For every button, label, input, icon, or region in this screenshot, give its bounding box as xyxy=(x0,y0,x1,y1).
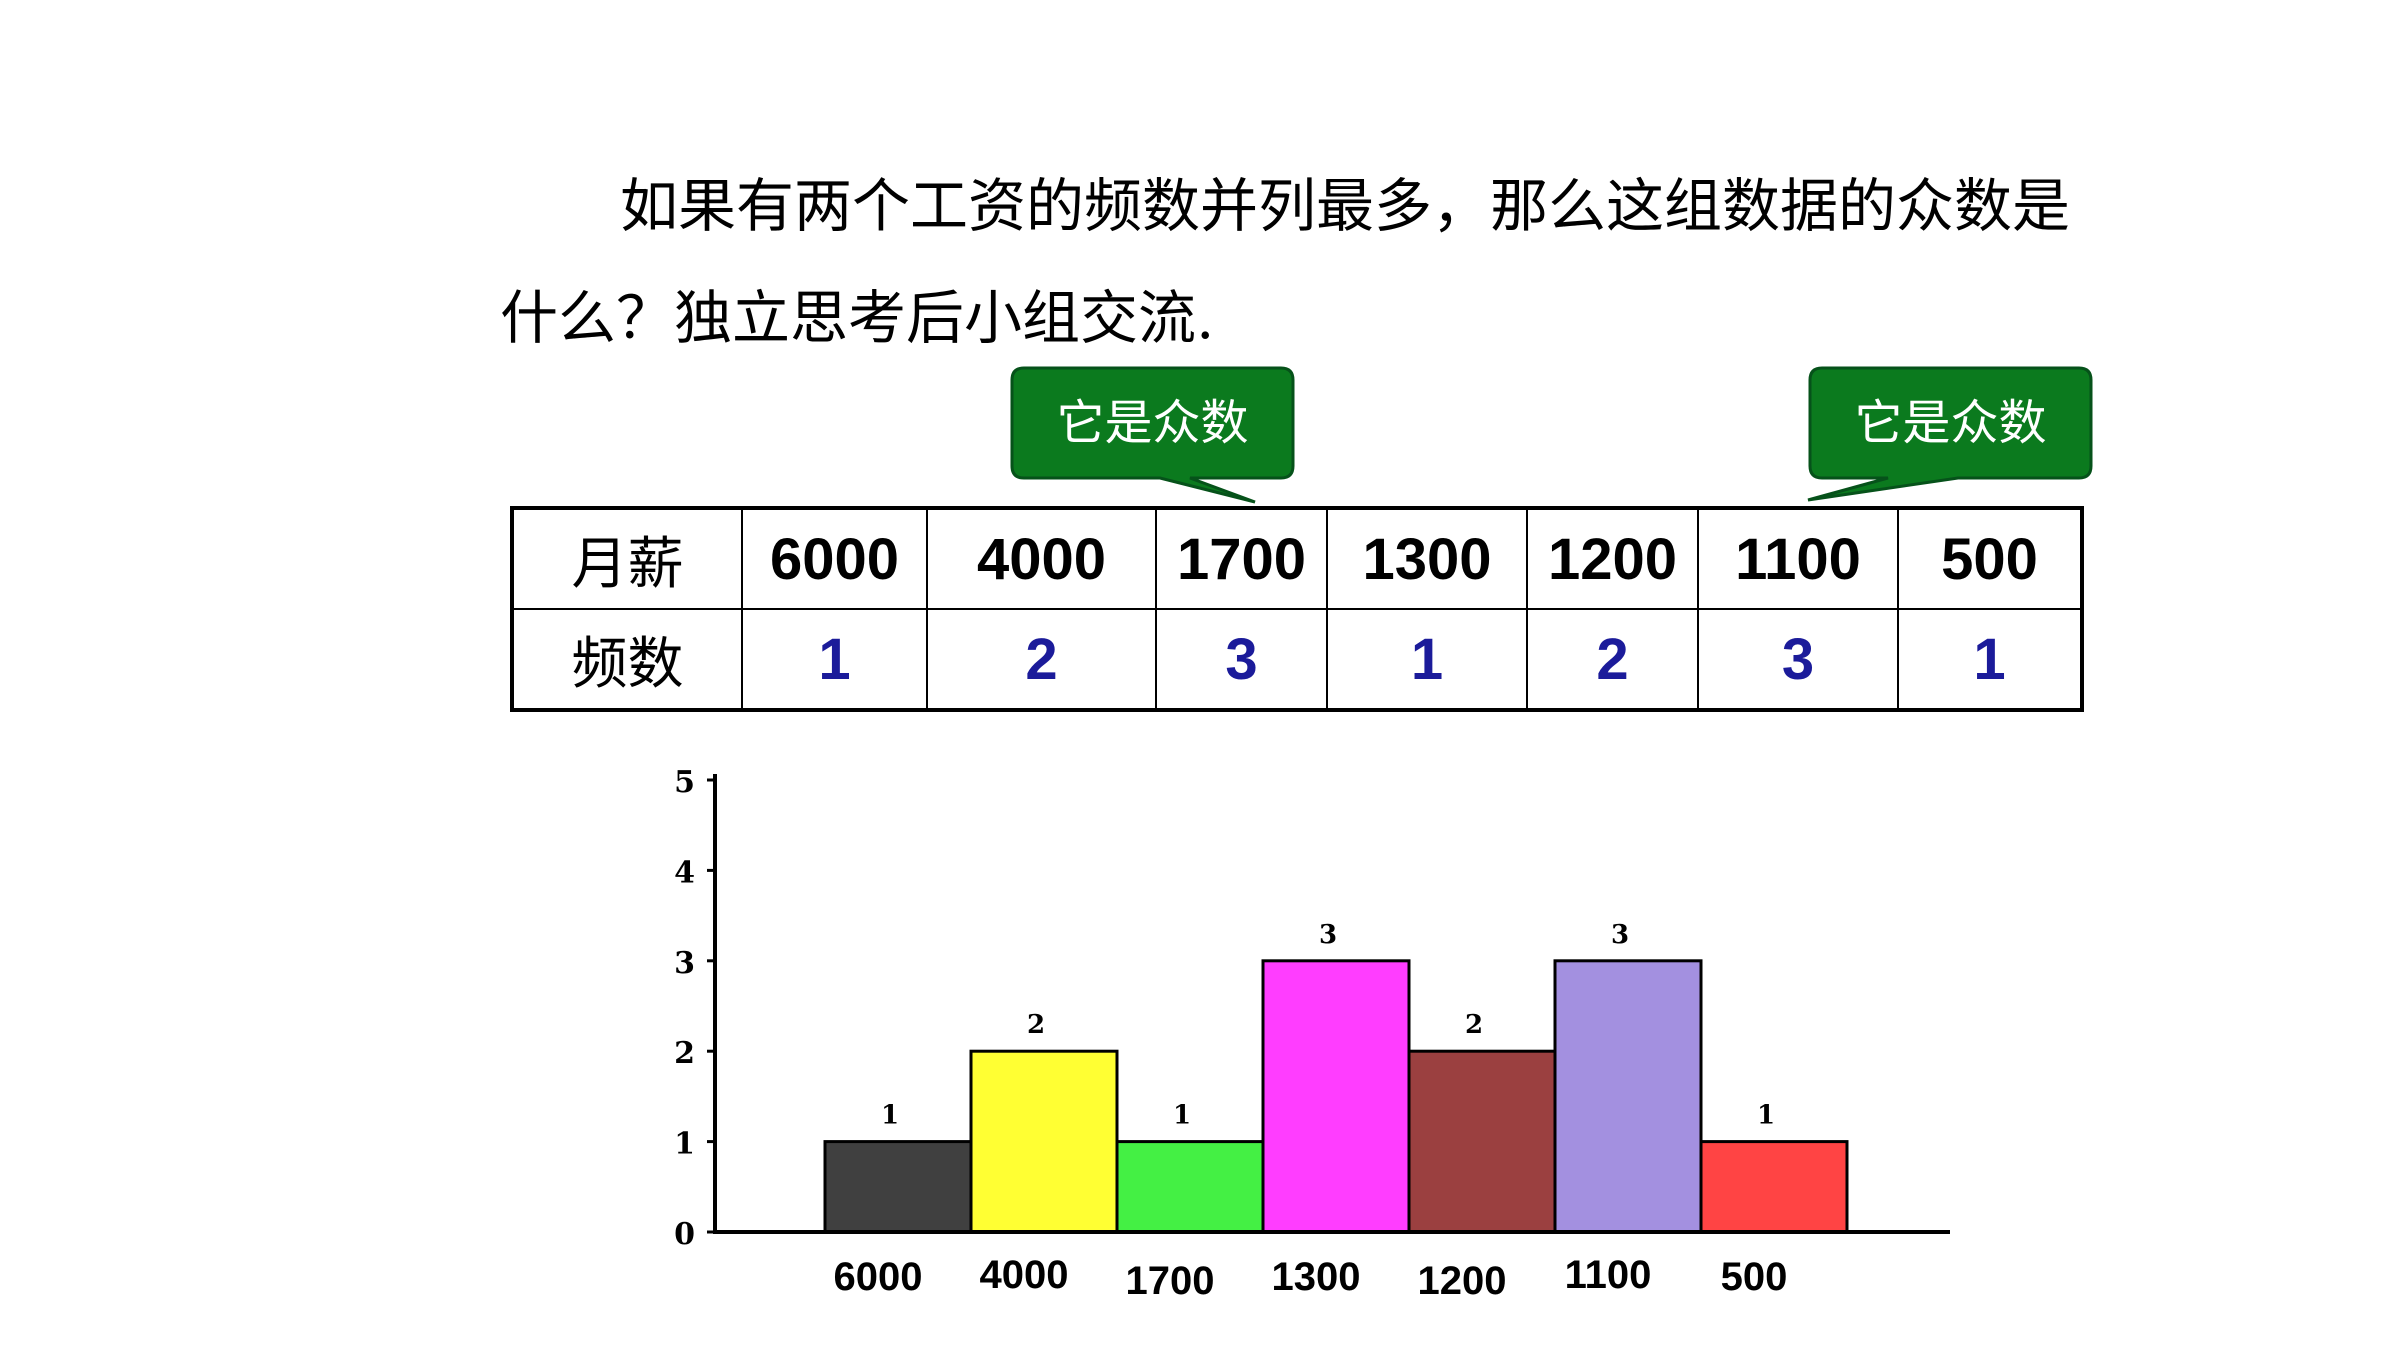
salary-cell: 1200 xyxy=(1526,507,1699,610)
data-label: 3 xyxy=(1611,920,1629,950)
y-tick-label: 1 xyxy=(674,1127,695,1162)
salary-cell: 500 xyxy=(1897,507,2083,610)
bar xyxy=(823,1140,973,1234)
frequency-cell: 1 xyxy=(741,608,928,711)
data-label: 2 xyxy=(1027,1010,1045,1040)
callout-bubble-shape xyxy=(1807,366,2093,502)
y-tick-label: 0 xyxy=(674,1217,695,1252)
bar xyxy=(1553,959,1703,1234)
callout-bubble-shape xyxy=(1010,366,1295,504)
question-text: 如果有两个工资的频数并列最多，那么这组数据的众数是什么？独立思考后小组交流. xyxy=(500,172,2071,352)
data-label: 1 xyxy=(1173,1101,1191,1131)
category-label: 500 xyxy=(1721,1255,1788,1299)
frequency-cell: 3 xyxy=(1697,608,1899,711)
data-label: 1 xyxy=(881,1101,899,1131)
callout-label: 它是众数 xyxy=(1854,395,2047,451)
frequency-cell: 3 xyxy=(1155,608,1328,711)
table-row-frequency: 频数 1 2 3 1 2 3 1 xyxy=(511,608,2083,711)
bar xyxy=(1407,1049,1557,1234)
y-tick-label: 4 xyxy=(674,855,695,890)
category-label: 1200 xyxy=(1418,1259,1507,1303)
bar xyxy=(1115,1140,1265,1234)
data-label: 2 xyxy=(1465,1010,1483,1040)
data-label: 1 xyxy=(1757,1101,1775,1131)
callout-label: 它是众数 xyxy=(1056,395,1249,451)
y-tick-label: 3 xyxy=(674,946,695,981)
salary-cell: 1300 xyxy=(1326,507,1528,610)
bar xyxy=(1699,1140,1849,1234)
bar xyxy=(1261,959,1411,1234)
y-tick-label: 5 xyxy=(674,765,695,800)
salary-cell: 1700 xyxy=(1155,507,1328,610)
category-label: 4000 xyxy=(980,1253,1069,1297)
row-header-frequency: 频数 xyxy=(511,608,743,711)
mode-callout-right: 它是众数 xyxy=(1807,366,2093,506)
salary-cell: 6000 xyxy=(741,507,928,610)
frequency-cell: 2 xyxy=(1526,608,1699,711)
frequency-cell: 2 xyxy=(926,608,1157,711)
row-header-salary: 月薪 xyxy=(511,507,743,610)
table-row-salary: 月薪 6000 4000 1700 1300 1200 1100 500 xyxy=(511,507,2083,610)
salary-cell: 1100 xyxy=(1697,507,1899,610)
frequency-cell: 1 xyxy=(1897,608,2083,711)
category-label: 6000 xyxy=(834,1255,923,1299)
salary-cell: 4000 xyxy=(926,507,1157,610)
salary-frequency-table: 月薪 6000 4000 1700 1300 1200 1100 500 频数 … xyxy=(510,506,2084,712)
data-label: 3 xyxy=(1319,920,1337,950)
category-label: 1300 xyxy=(1272,1255,1361,1299)
mode-callout-left: 它是众数 xyxy=(1010,366,1295,506)
category-label: 1100 xyxy=(1565,1253,1652,1297)
category-label: 1700 xyxy=(1126,1259,1215,1303)
bar xyxy=(969,1049,1119,1234)
frequency-cell: 1 xyxy=(1326,608,1528,711)
y-tick-label: 2 xyxy=(674,1036,695,1071)
